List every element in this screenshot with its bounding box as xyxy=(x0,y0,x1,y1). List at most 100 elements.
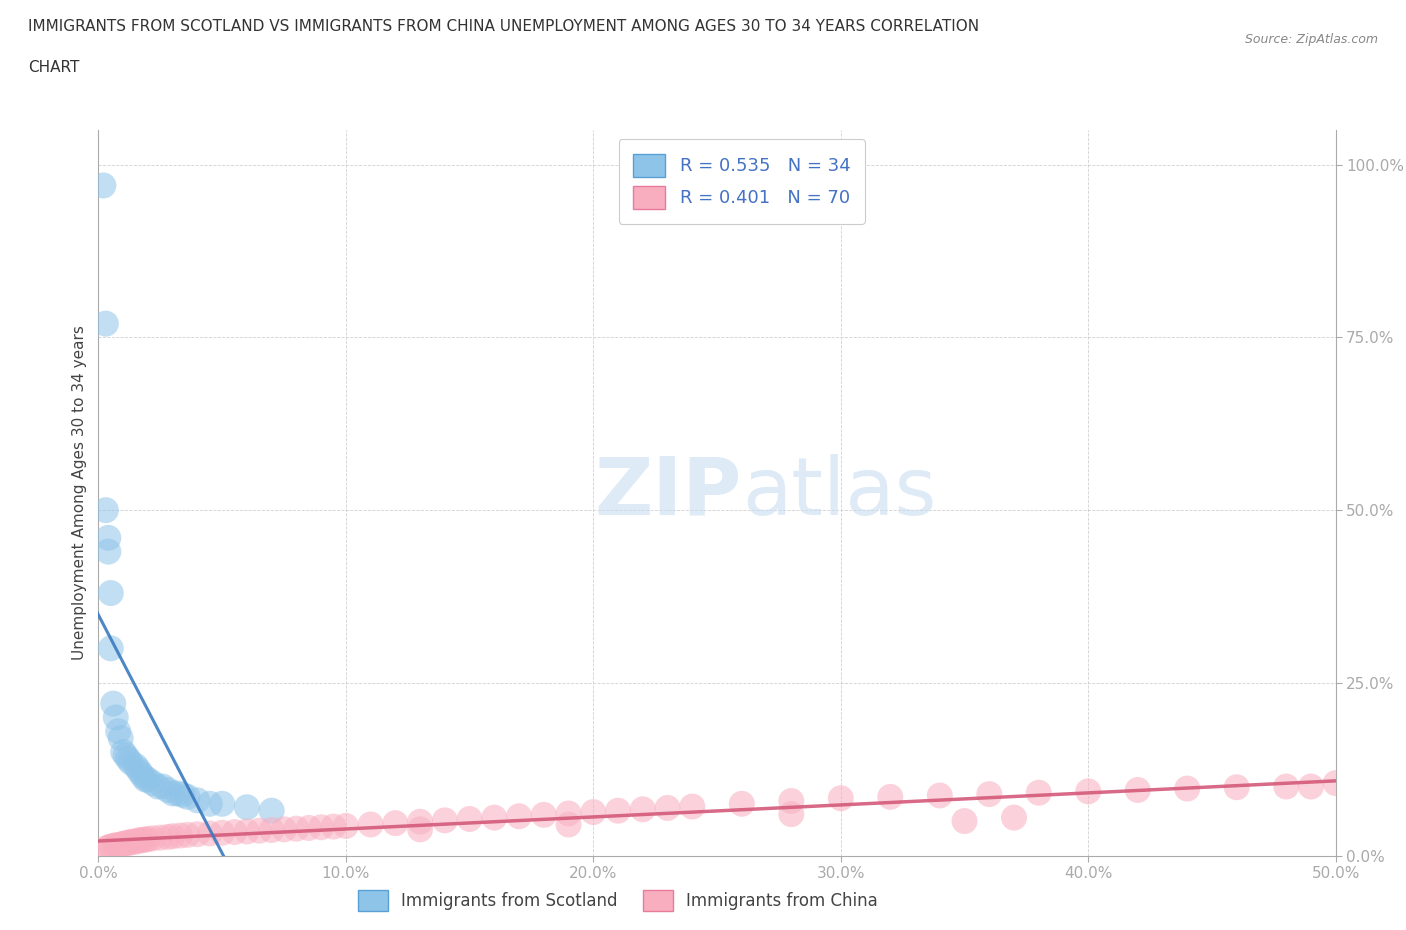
Point xyxy=(247,823,270,838)
Point xyxy=(146,779,169,794)
Point xyxy=(1028,785,1050,800)
Point xyxy=(136,772,159,787)
Point xyxy=(104,710,127,724)
Point xyxy=(1126,782,1149,797)
Point xyxy=(681,799,703,814)
Point xyxy=(114,836,136,851)
Point xyxy=(360,817,382,832)
Point xyxy=(103,697,125,711)
Point xyxy=(1226,779,1249,794)
Point xyxy=(142,830,165,845)
Point xyxy=(142,776,165,790)
Point xyxy=(309,820,332,835)
Point xyxy=(533,807,555,822)
Point xyxy=(953,814,976,829)
Point xyxy=(928,788,950,803)
Point xyxy=(830,790,852,805)
Point xyxy=(1275,779,1298,794)
Point xyxy=(1077,784,1099,799)
Point xyxy=(172,788,194,803)
Point xyxy=(484,810,506,825)
Point xyxy=(780,806,803,821)
Point xyxy=(557,817,579,832)
Point xyxy=(224,825,246,840)
Point xyxy=(1175,781,1198,796)
Point xyxy=(508,809,530,824)
Point xyxy=(298,820,321,835)
Point xyxy=(557,806,579,821)
Point xyxy=(211,796,233,811)
Point xyxy=(1299,779,1322,794)
Point xyxy=(156,830,179,844)
Point xyxy=(100,586,122,601)
Point xyxy=(1002,810,1025,825)
Point xyxy=(198,796,221,811)
Point xyxy=(236,824,259,839)
Point xyxy=(132,832,155,847)
Point xyxy=(458,812,481,827)
Point xyxy=(110,837,132,852)
Text: CHART: CHART xyxy=(28,60,80,75)
Point xyxy=(162,829,184,844)
Point xyxy=(117,751,139,766)
Point xyxy=(94,503,117,518)
Point xyxy=(169,828,191,843)
Point xyxy=(107,838,129,853)
Point xyxy=(93,178,115,193)
Point xyxy=(409,822,432,837)
Point xyxy=(176,790,198,804)
Point xyxy=(236,800,259,815)
Point xyxy=(409,815,432,830)
Text: IMMIGRANTS FROM SCOTLAND VS IMMIGRANTS FROM CHINA UNEMPLOYMENT AMONG AGES 30 TO : IMMIGRANTS FROM SCOTLAND VS IMMIGRANTS F… xyxy=(28,19,979,33)
Point xyxy=(124,834,146,849)
Point xyxy=(100,641,122,656)
Point xyxy=(607,804,630,818)
Point xyxy=(433,813,456,828)
Point xyxy=(176,828,198,843)
Point xyxy=(136,831,159,846)
Point xyxy=(112,745,135,760)
Point xyxy=(120,834,142,849)
Point xyxy=(94,316,117,331)
Point xyxy=(117,836,139,851)
Point xyxy=(110,731,132,746)
Point xyxy=(285,821,308,836)
Point xyxy=(273,822,295,837)
Point xyxy=(149,830,172,845)
Point xyxy=(211,825,233,840)
Text: Source: ZipAtlas.com: Source: ZipAtlas.com xyxy=(1244,33,1378,46)
Point xyxy=(780,793,803,808)
Point xyxy=(631,802,654,817)
Point xyxy=(979,787,1001,802)
Point xyxy=(112,836,135,851)
Point xyxy=(166,786,188,801)
Text: atlas: atlas xyxy=(742,454,936,532)
Point xyxy=(107,724,129,738)
Point xyxy=(97,530,120,545)
Point xyxy=(132,769,155,784)
Legend: Immigrants from Scotland, Immigrants from China: Immigrants from Scotland, Immigrants fro… xyxy=(350,882,886,920)
Point xyxy=(94,842,117,857)
Point xyxy=(731,796,754,811)
Point xyxy=(120,755,142,770)
Point xyxy=(134,832,156,847)
Point xyxy=(127,762,149,777)
Point xyxy=(103,839,125,854)
Point xyxy=(156,782,179,797)
Point xyxy=(122,834,145,849)
Point xyxy=(97,544,120,559)
Point xyxy=(104,838,127,853)
Point xyxy=(260,804,283,818)
Y-axis label: Unemployment Among Ages 30 to 34 years: Unemployment Among Ages 30 to 34 years xyxy=(72,326,87,660)
Point xyxy=(879,790,901,804)
Point xyxy=(198,826,221,841)
Point xyxy=(129,833,152,848)
Point xyxy=(114,748,136,763)
Point xyxy=(186,793,208,808)
Point xyxy=(657,801,679,816)
Point xyxy=(97,840,120,855)
Point xyxy=(134,772,156,787)
Point xyxy=(162,786,184,801)
Point xyxy=(322,819,344,834)
Text: ZIP: ZIP xyxy=(595,454,742,532)
